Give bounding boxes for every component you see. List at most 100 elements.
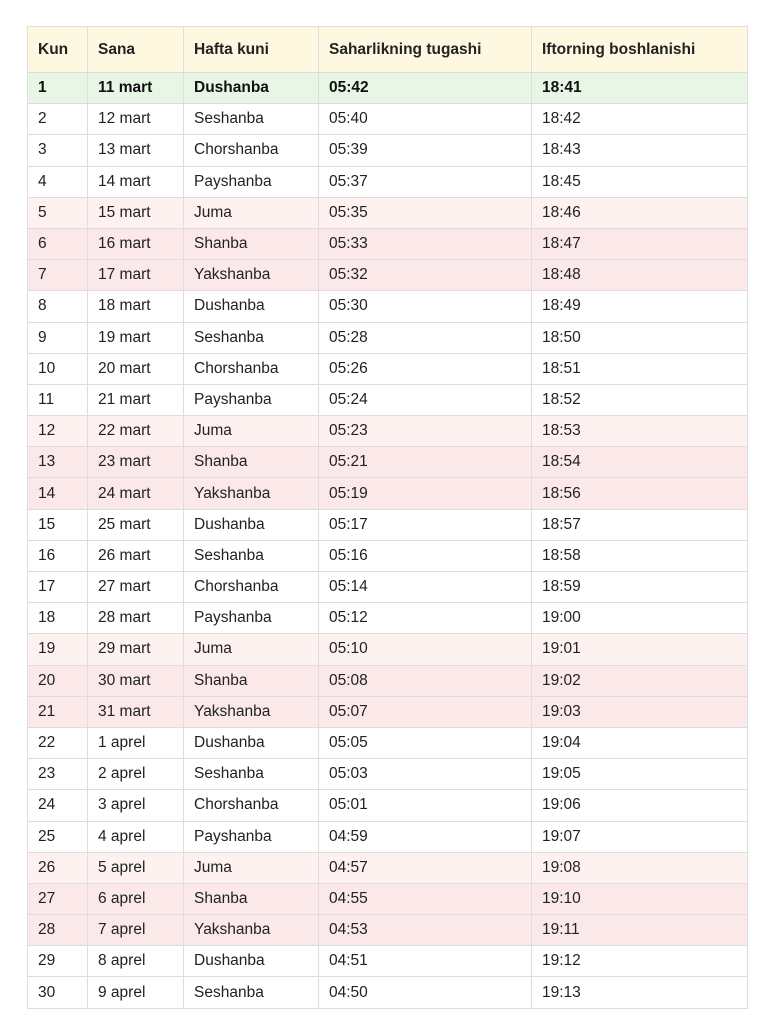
cell-kun: 25	[27, 820, 88, 853]
ramadan-calendar: Kun Sana Hafta kuni Saharlikning tugashi…	[27, 26, 748, 1009]
cell-sana: 24 mart	[87, 477, 184, 510]
header-kun: Kun	[27, 26, 88, 73]
cell-hafta-kuni: Yakshanba	[183, 477, 319, 510]
cell-kun: 15	[27, 508, 88, 541]
cell-hafta-kuni: Dushanba	[183, 290, 319, 323]
cell-iftor: 18:43	[531, 134, 748, 167]
table-row: 23 2 aprel Seshanba 05:03 19:05	[27, 758, 748, 791]
table-row: 19 29 mart Juma 05:10 19:01	[27, 633, 748, 666]
table-row: 1 11 mart Dushanba 05:42 18:41	[27, 71, 748, 105]
cell-sana: 7 aprel	[87, 914, 184, 947]
cell-sana: 28 mart	[87, 602, 184, 635]
cell-hafta-kuni: Payshanba	[183, 820, 319, 853]
cell-saharlik: 05:39	[318, 134, 532, 167]
cell-iftor: 18:51	[531, 352, 748, 385]
cell-kun: 6	[27, 227, 88, 261]
table-row: 2 12 mart Seshanba 05:40 18:42	[27, 103, 748, 136]
cell-kun: 26	[27, 851, 88, 884]
cell-saharlik: 05:08	[318, 664, 532, 697]
cell-hafta-kuni: Dushanba	[183, 71, 319, 105]
cell-kun: 10	[27, 352, 88, 385]
ramadan-timetable: Kun Sana Hafta kuni Saharlikning tugashi…	[27, 26, 748, 1009]
cell-iftor: 19:00	[531, 602, 748, 635]
cell-saharlik: 05:21	[318, 446, 532, 479]
cell-sana: 8 aprel	[87, 945, 184, 978]
cell-iftor: 18:49	[531, 290, 748, 323]
cell-iftor: 18:58	[531, 539, 748, 573]
header-saharlik: Saharlikning tugashi	[318, 26, 532, 73]
cell-sana: 25 mart	[87, 508, 184, 541]
cell-saharlik: 05:26	[318, 352, 532, 385]
cell-iftor: 18:57	[531, 508, 748, 541]
cell-hafta-kuni: Seshanba	[183, 321, 319, 354]
cell-iftor: 18:50	[531, 321, 748, 354]
cell-kun: 19	[27, 633, 88, 666]
cell-iftor: 18:54	[531, 446, 748, 479]
cell-kun: 4	[27, 165, 88, 198]
cell-iftor: 18:47	[531, 227, 748, 261]
cell-saharlik: 05:32	[318, 259, 532, 292]
table-row: 29 8 aprel Dushanba 04:51 19:12	[27, 945, 748, 978]
cell-saharlik: 05:24	[318, 383, 532, 417]
cell-saharlik: 05:42	[318, 71, 532, 105]
cell-sana: 13 mart	[87, 134, 184, 167]
cell-hafta-kuni: Payshanba	[183, 165, 319, 198]
cell-hafta-kuni: Seshanba	[183, 103, 319, 136]
cell-kun: 30	[27, 976, 88, 1009]
cell-saharlik: 05:28	[318, 321, 532, 354]
cell-kun: 20	[27, 664, 88, 697]
cell-iftor: 18:56	[531, 477, 748, 510]
cell-hafta-kuni: Shanba	[183, 882, 319, 916]
table-row: 22 1 aprel Dushanba 05:05 19:04	[27, 726, 748, 760]
cell-iftor: 18:42	[531, 103, 748, 136]
cell-sana: 26 mart	[87, 539, 184, 573]
table-row: 17 27 mart Chorshanba 05:14 18:59	[27, 570, 748, 604]
cell-kun: 8	[27, 290, 88, 323]
header-sana: Sana	[87, 26, 184, 73]
cell-sana: 14 mart	[87, 165, 184, 198]
cell-kun: 9	[27, 321, 88, 354]
cell-saharlik: 05:05	[318, 726, 532, 760]
cell-sana: 11 mart	[87, 71, 184, 105]
cell-hafta-kuni: Yakshanba	[183, 695, 319, 728]
table-row: 9 19 mart Seshanba 05:28 18:50	[27, 321, 748, 354]
cell-sana: 27 mart	[87, 570, 184, 604]
header-iftor: Iftorning boshlanishi	[531, 26, 748, 73]
cell-saharlik: 04:53	[318, 914, 532, 947]
cell-iftor: 18:41	[531, 71, 748, 105]
cell-saharlik: 04:57	[318, 851, 532, 884]
cell-hafta-kuni: Chorshanba	[183, 789, 319, 822]
cell-kun: 18	[27, 602, 88, 635]
table-row: 8 18 mart Dushanba 05:30 18:49	[27, 290, 748, 323]
cell-iftor: 19:08	[531, 851, 748, 884]
cell-kun: 16	[27, 539, 88, 573]
cell-kun: 2	[27, 103, 88, 136]
table-row: 26 5 aprel Juma 04:57 19:08	[27, 851, 748, 884]
cell-iftor: 19:01	[531, 633, 748, 666]
cell-hafta-kuni: Juma	[183, 196, 319, 229]
cell-kun: 29	[27, 945, 88, 978]
cell-saharlik: 05:07	[318, 695, 532, 728]
table-row: 6 16 mart Shanba 05:33 18:47	[27, 227, 748, 261]
cell-kun: 22	[27, 726, 88, 760]
cell-kun: 24	[27, 789, 88, 822]
cell-kun: 14	[27, 477, 88, 510]
table-row: 20 30 mart Shanba 05:08 19:02	[27, 664, 748, 697]
cell-hafta-kuni: Juma	[183, 415, 319, 448]
cell-kun: 17	[27, 570, 88, 604]
table-row: 14 24 mart Yakshanba 05:19 18:56	[27, 477, 748, 510]
cell-kun: 1	[27, 71, 88, 105]
table-row: 27 6 aprel Shanba 04:55 19:10	[27, 882, 748, 916]
cell-kun: 11	[27, 383, 88, 417]
cell-hafta-kuni: Dushanba	[183, 508, 319, 541]
cell-iftor: 19:13	[531, 976, 748, 1009]
cell-hafta-kuni: Yakshanba	[183, 914, 319, 947]
cell-kun: 23	[27, 758, 88, 791]
table-row: 3 13 mart Chorshanba 05:39 18:43	[27, 134, 748, 167]
table-row: 18 28 mart Payshanba 05:12 19:00	[27, 602, 748, 635]
cell-saharlik: 05:16	[318, 539, 532, 573]
cell-sana: 12 mart	[87, 103, 184, 136]
table-row: 13 23 mart Shanba 05:21 18:54	[27, 446, 748, 479]
cell-kun: 3	[27, 134, 88, 167]
cell-hafta-kuni: Yakshanba	[183, 259, 319, 292]
